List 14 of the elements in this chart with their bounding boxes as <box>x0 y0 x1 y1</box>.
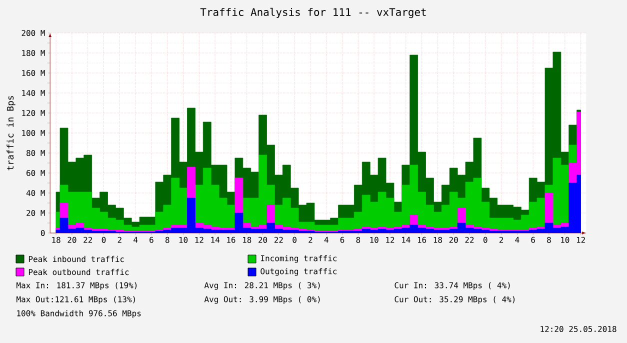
legend-label: Peak inbound traffic <box>28 256 124 262</box>
text: Cur In: 33.74 MBps ( 4%) <box>394 282 510 290</box>
text: Avg Out: 3.99 MBps ( 0%) <box>204 296 320 304</box>
text: Cur Out: 35.29 MBps ( 4%) <box>394 296 515 304</box>
text: 100% Bandwidth 976.56 MBps <box>17 310 141 318</box>
text: 12:20 25.05.2018 <box>540 326 616 332</box>
chart-title: Traffic Analysis for 111 -- vxTarget <box>200 8 426 18</box>
text: Max Out:121.61 MBps (13%) <box>16 296 135 304</box>
legend-label: Peak outbound traffic <box>28 268 129 276</box>
legend-label: Outgoing traffic <box>260 268 337 276</box>
text: Avg In: 28.21 MBps ( 3%) <box>204 282 320 290</box>
y-axis-title: traffic in Bps <box>6 96 16 170</box>
text: Max In: 181.37 MBps (19%) <box>16 282 137 290</box>
legend-label: Incoming traffic <box>260 255 337 263</box>
